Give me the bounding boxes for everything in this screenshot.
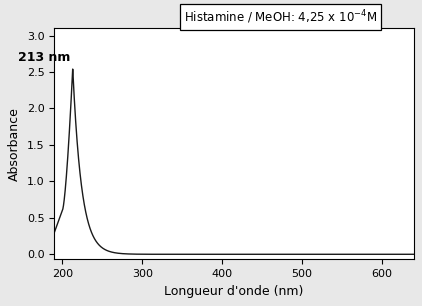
Y-axis label: Absorbance: Absorbance (8, 107, 22, 181)
X-axis label: Longueur d'onde (nm): Longueur d'onde (nm) (164, 285, 304, 298)
Text: Histamine / MeOH: 4,25 x 10$^{-4}$M: Histamine / MeOH: 4,25 x 10$^{-4}$M (184, 8, 377, 26)
Text: 213 nm: 213 nm (18, 51, 70, 64)
